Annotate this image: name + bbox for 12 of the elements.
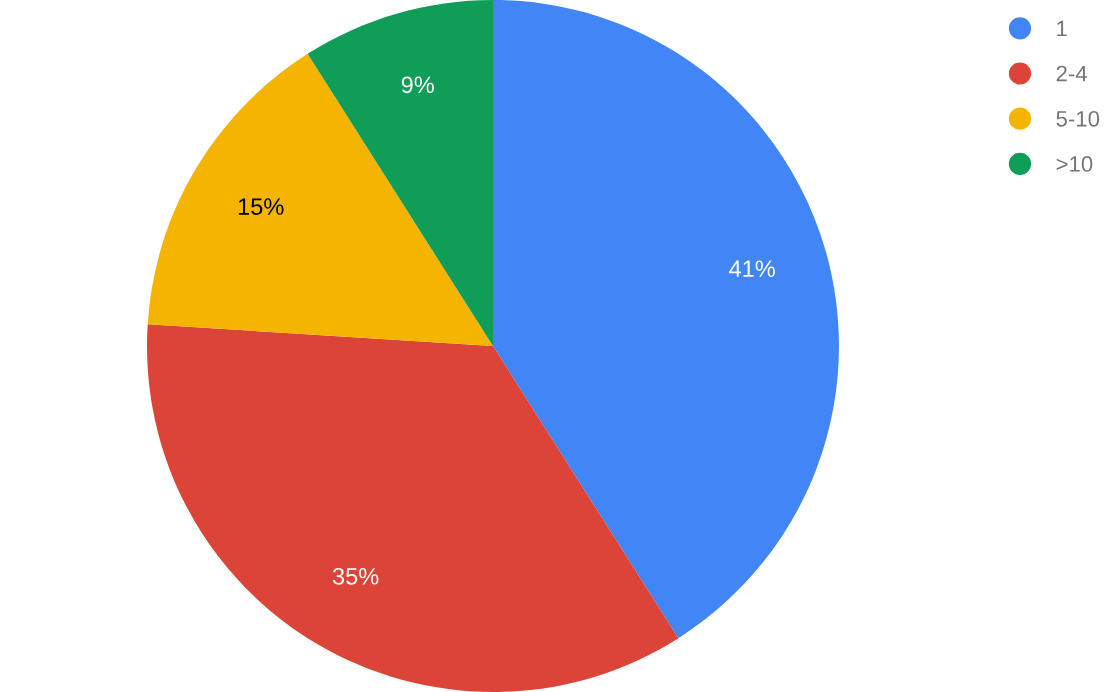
legend-label: >10 [1056,156,1093,172]
pie-slice [147,324,679,692]
data-label: 41% [729,260,775,277]
legend-label: 5-10 [1056,110,1100,127]
pie-slice [307,0,493,346]
pie-slice [147,53,493,346]
legend-label: 2-4 [1056,65,1087,82]
legend-label: 1 [1057,20,1067,37]
data-label: 15% [238,198,284,215]
data-label: 9% [401,76,434,94]
data-label: 35% [332,567,379,585]
pie-slice [493,0,839,639]
